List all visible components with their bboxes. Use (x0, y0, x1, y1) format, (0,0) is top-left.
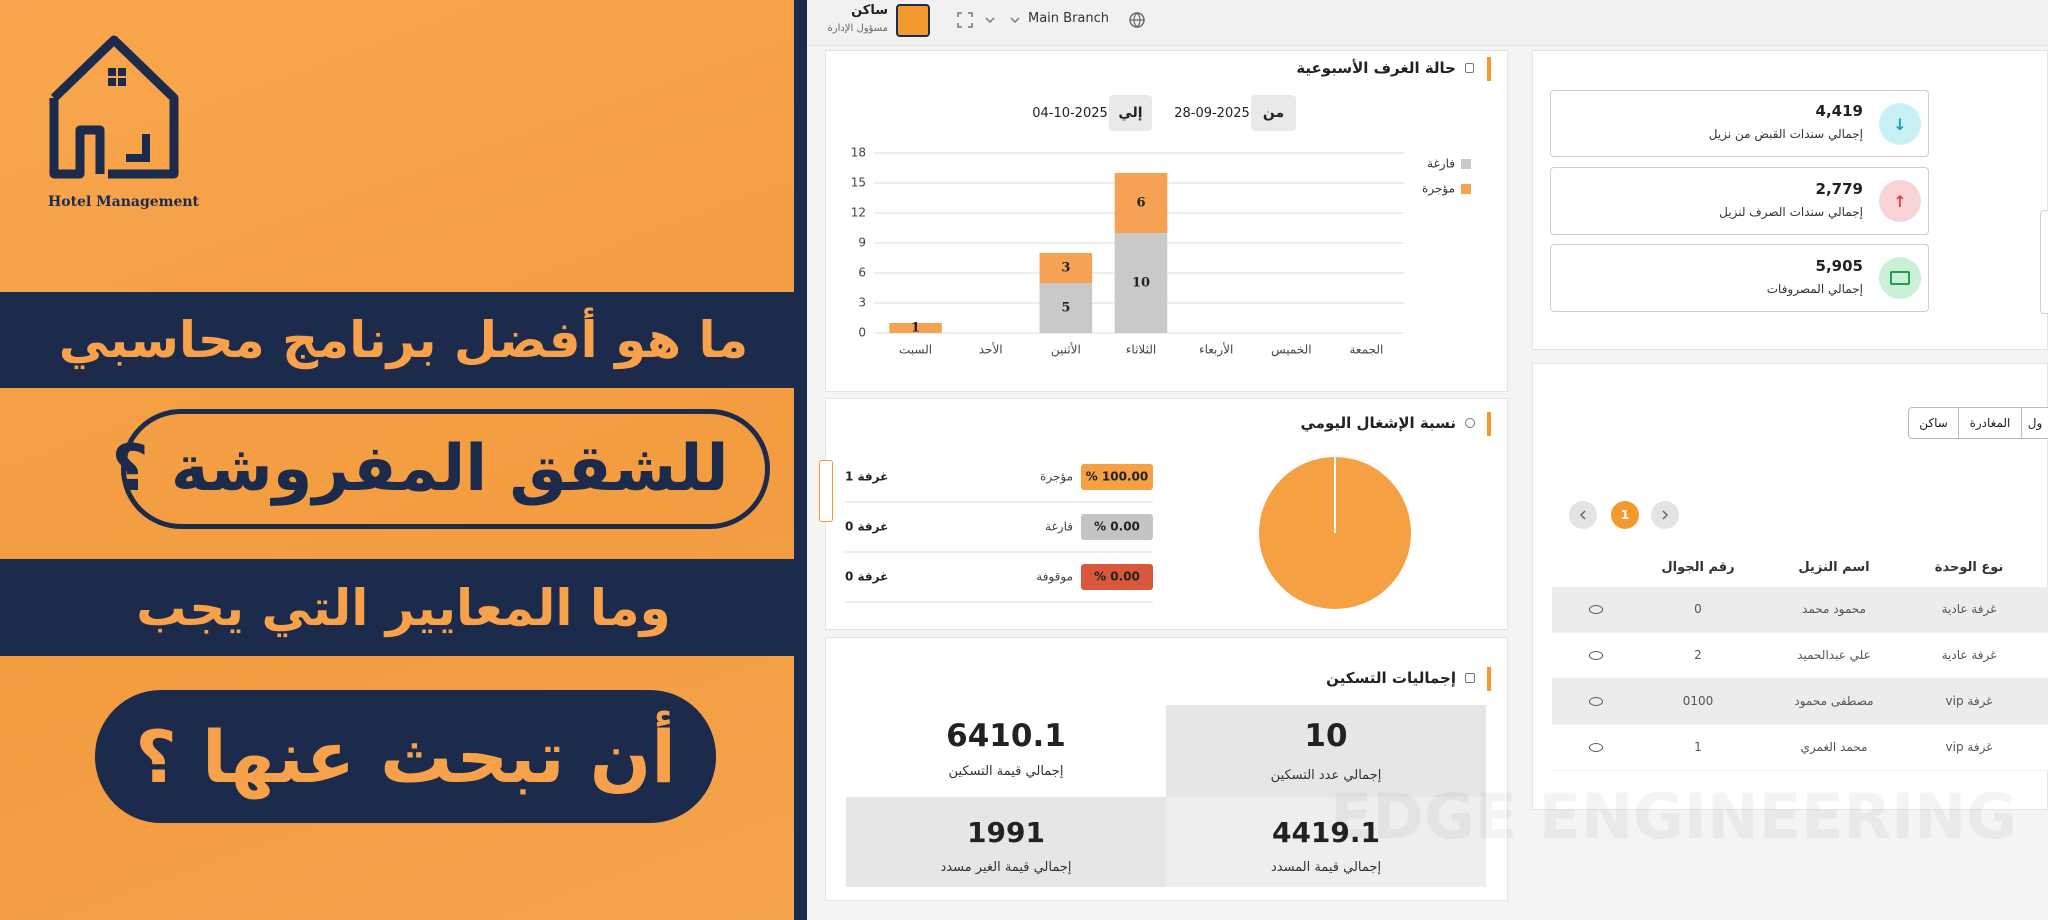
total-cell (846, 797, 1166, 887)
from-button[interactable]: من (1251, 95, 1296, 131)
panel-title: نسبة الإشغال اليومي (1300, 414, 1456, 432)
table-cell: غرفة vip (1945, 694, 1993, 708)
view-icon[interactable] (1589, 605, 1603, 614)
branch[interactable]: Main Branch (1028, 11, 1110, 26)
title-accent (1487, 667, 1491, 691)
table-row (1552, 679, 2048, 725)
logo (49, 35, 179, 179)
title-icon (1465, 63, 1474, 73)
top-bar (807, 0, 2048, 46)
summary-card (1550, 167, 1929, 235)
total-value: 1991 (967, 815, 1045, 849)
cut-card (2040, 210, 2048, 314)
table-cell: غرفة عادية (1941, 648, 1997, 662)
table-cell: 0 (1694, 602, 1702, 616)
table-cell: 0100 (1682, 694, 1714, 708)
tab[interactable]: ساكن (1908, 407, 1959, 439)
total-label: إجمالي قيمة المسدد (1270, 860, 1382, 875)
table-cell: غرفة vip (1945, 740, 1993, 754)
user-role: مسؤول الإدارة (827, 23, 889, 34)
title-icon (1465, 673, 1475, 683)
headline-line: وما المعايير التي يجب (0, 559, 807, 656)
total-label: إجمالي عدد التسكين (1270, 768, 1382, 783)
card-value: 5,905 (1815, 257, 1863, 275)
from-date[interactable]: 28-09-2025 (1174, 105, 1250, 121)
summary-card (1550, 90, 1929, 157)
table-cell: علي عبدالحميد (1797, 648, 1871, 662)
total-value: 10 (1304, 718, 1348, 754)
table-row (1552, 725, 2048, 771)
page-number[interactable]: 1 (1620, 508, 1630, 522)
to-button[interactable]: إلي (1109, 95, 1152, 131)
view-icon[interactable] (1589, 743, 1603, 752)
card-label: إجمالي سندات القبض من نزيل (1708, 127, 1863, 141)
occupancy-panel (825, 398, 1508, 630)
headline-line: للشقق المفروشة ؟ (111, 432, 729, 506)
view-icon[interactable] (1589, 697, 1603, 706)
table-cell: محمود محمد (1802, 602, 1866, 616)
headline-line: ما هو أفضل برنامج محاسبي (0, 292, 807, 388)
card-value: 2,779 (1815, 180, 1863, 198)
table-cell: 1 (1694, 740, 1702, 754)
weekly-panel (825, 50, 1508, 392)
card-value: 4,419 (1815, 102, 1863, 120)
total-label: إجمالي قيمة التسكين (948, 764, 1064, 779)
total-cell (1166, 705, 1486, 797)
header-icons[interactable] (956, 11, 1036, 31)
watermark: EDGE ENGINEERING (1330, 780, 2017, 853)
panel-title: حالة الغرف الأسبوعية (1296, 59, 1456, 77)
table-header: نوع الوحدة (1934, 560, 2004, 575)
user-name: ساكن (851, 3, 888, 18)
total-cell (846, 705, 1166, 797)
card-icon: ↑ (1879, 180, 1921, 222)
summary-card (1550, 244, 1929, 312)
to-date[interactable]: 04-10-2025 (1032, 105, 1108, 121)
table-cell: غرفة عادية (1941, 602, 1997, 616)
view-icon[interactable] (1589, 651, 1603, 660)
card-icon: ↓ (1879, 103, 1921, 145)
card-label: إجمالي المصروفات (1766, 282, 1863, 296)
pagination[interactable] (1567, 500, 1681, 530)
table-cell: 2 (1694, 648, 1702, 662)
table-header: اسم النزيل (1798, 560, 1870, 575)
headline-pill (121, 409, 770, 529)
table-header: رقم الجوال (1661, 560, 1735, 575)
title-accent (1487, 412, 1491, 436)
table-row (1552, 633, 2048, 679)
collapse-tab[interactable] (819, 460, 833, 522)
panel-title: إجماليات التسكين (1326, 669, 1456, 687)
title-accent (1487, 57, 1491, 81)
table-cell: مصطفى محمود (1794, 694, 1874, 708)
total-value: 4419.1 (1271, 815, 1381, 849)
title-icon (1465, 418, 1475, 428)
tab[interactable]: المغادرة (1959, 407, 2022, 439)
headline-line: أن تبحث عنها ؟ (95, 690, 716, 823)
total-value: 6410.1 (946, 718, 1066, 754)
total-cell (1166, 797, 1486, 887)
tab[interactable]: ول (2022, 407, 2048, 439)
promo-stripe (794, 0, 807, 920)
card-icon (1879, 257, 1921, 299)
globe-icon[interactable] (1128, 11, 1146, 29)
avatar[interactable] (896, 4, 930, 37)
card-label: إجمالي سندات الصرف لنزيل (1719, 205, 1863, 219)
table-cell: محمد الغمري (1800, 740, 1868, 754)
total-label: إجمالي قيمة الغير مسدد (940, 860, 1072, 875)
brand: Hotel Management (48, 194, 200, 210)
table-row (1552, 587, 2048, 633)
